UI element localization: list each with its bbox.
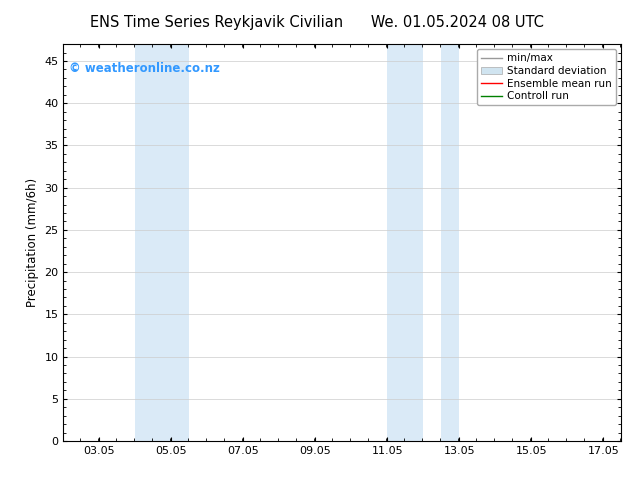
Bar [387,44,424,441]
Y-axis label: Precipitation (mm/6h): Precipitation (mm/6h) [26,178,39,307]
Bar [136,44,171,441]
Bar [171,44,190,441]
Bar [441,44,460,441]
Text: © weatheronline.co.nz: © weatheronline.co.nz [69,62,220,75]
Text: ENS Time Series Reykjavik Civilian      We. 01.05.2024 08 UTC: ENS Time Series Reykjavik Civilian We. 0… [90,15,544,30]
Legend: min/max, Standard deviation, Ensemble mean run, Controll run: min/max, Standard deviation, Ensemble me… [477,49,616,105]
